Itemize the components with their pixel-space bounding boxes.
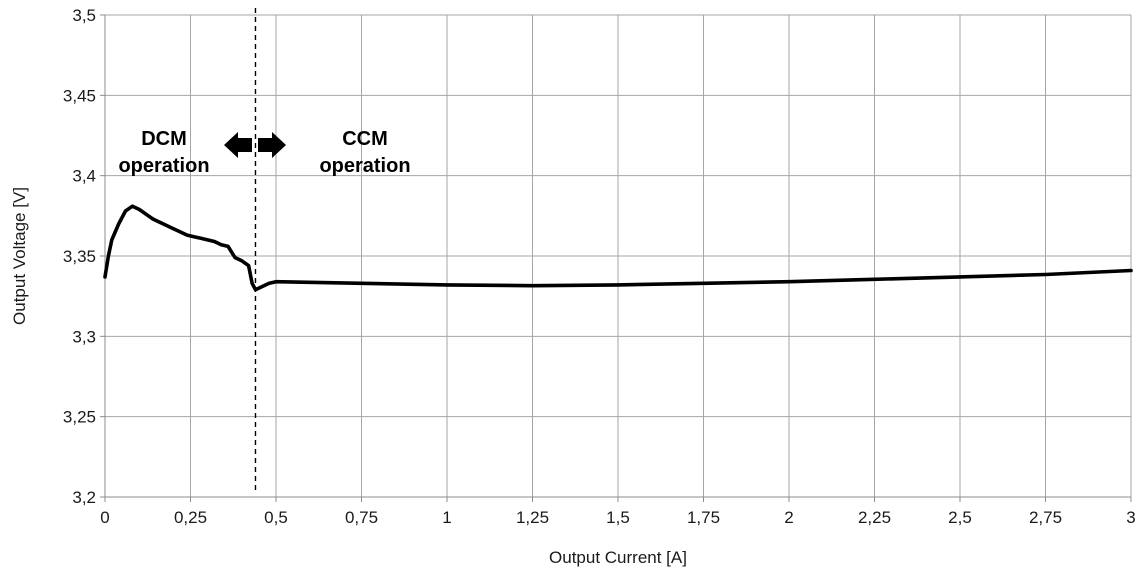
y-tick-label: 3,5	[72, 6, 96, 25]
x-tick-label: 1,75	[687, 508, 720, 527]
region-annotations: DCM operation CCM operation	[118, 128, 410, 177]
voltage-series-line	[103, 204, 1133, 292]
x-tick-label: 3	[1126, 508, 1135, 527]
y-tick-label: 3,3	[72, 327, 96, 346]
y-tick-label: 3,25	[63, 408, 96, 427]
x-tick-label: 0,25	[174, 508, 207, 527]
arrow-left-icon	[224, 132, 252, 158]
dcm-label-line1: DCM	[141, 128, 187, 150]
x-tick-label: 1,25	[516, 508, 549, 527]
y-tick-label: 3,2	[72, 488, 96, 507]
dcm-label-line2: operation	[118, 155, 209, 177]
y-tick-label: 3,45	[63, 86, 96, 105]
x-tick-label: 2,75	[1029, 508, 1062, 527]
axes	[100, 14, 1132, 502]
arrow-right-icon	[258, 132, 286, 158]
x-tick-label: 1,5	[606, 508, 630, 527]
x-tick-label: 0	[100, 508, 109, 527]
x-tick-label: 1	[442, 508, 451, 527]
series-layer	[103, 204, 1133, 292]
ccm-label-line1: CCM	[342, 128, 388, 150]
x-tick-label: 2	[784, 508, 793, 527]
y-tick-label: 3,4	[72, 167, 96, 186]
x-tick-label: 2,5	[948, 508, 972, 527]
ccm-label-line2: operation	[319, 155, 410, 177]
tick-labels: 0 0,25 0,5 0,75 1 1,25 1,5 1,75 2 2,25 2,5 2,75 3 3,2…	[63, 6, 1136, 527]
x-tick-label: 0,5	[264, 508, 288, 527]
y-axis-title: Output Voltage [V]	[10, 187, 29, 325]
x-tick-label: 0,75	[345, 508, 378, 527]
grid	[105, 14, 1132, 497]
y-tick-label: 3,35	[63, 247, 96, 266]
x-axis-title: Output Current [A]	[549, 548, 687, 567]
x-tick-label: 2,25	[858, 508, 891, 527]
